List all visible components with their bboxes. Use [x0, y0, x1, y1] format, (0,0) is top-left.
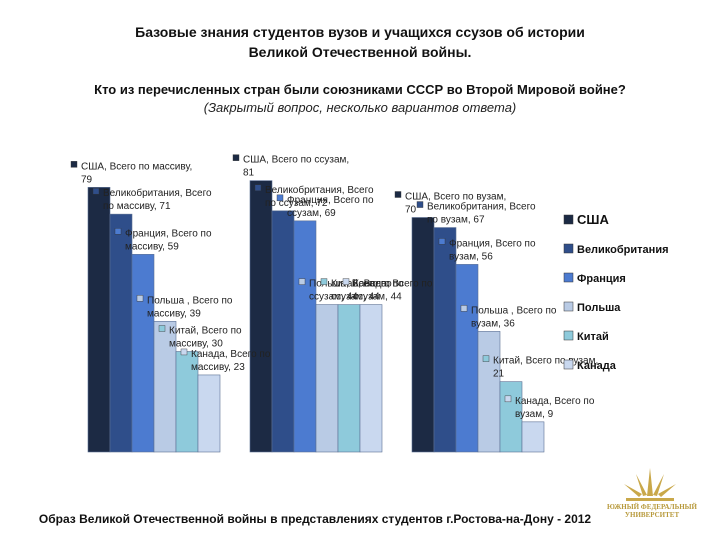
- data-label-marker-2-2: [254, 184, 262, 192]
- data-label-1-2: США, Всего по ссузам, 81: [243, 155, 349, 179]
- data-label-marker-1-3: [394, 191, 402, 198]
- legend-swatch-3: [563, 272, 574, 283]
- data-label-6-2: Канада, Всего по ссузам, 44: [353, 279, 433, 303]
- data-label-2-3: Великобритания, Всего по вузам, 67: [427, 201, 536, 226]
- bar-1-2: [249, 180, 273, 453]
- data-label-marker-5-2: [320, 278, 328, 285]
- data-label-3-2: Франция, Всего по ссузам, 69: [287, 195, 374, 219]
- legend-label-2: Великобритания: [577, 244, 669, 256]
- legend-swatch-1: [563, 214, 574, 225]
- data-label-marker-6-1: [180, 348, 188, 356]
- data-label-1-1: США, Всего по массиву, 79: [81, 161, 192, 185]
- legend-swatch-6: [563, 359, 574, 370]
- data-label-marker-4-1: [136, 295, 144, 302]
- bar-3-3: [455, 264, 479, 453]
- data-label-marker-1-1: [70, 161, 78, 168]
- data-label-marker-3-1: [114, 228, 122, 235]
- bar-1-1: [87, 187, 111, 453]
- legend-label-4: Польша: [577, 302, 621, 314]
- legend-swatch-4: [563, 301, 574, 312]
- bar-2-2: [271, 210, 295, 453]
- data-label-2-1: Великобритания, Всего по массиву, 71: [103, 187, 212, 212]
- data-label-marker-3-3: [438, 238, 446, 245]
- data-label-5-1: Китай, Всего по массиву, 30: [169, 326, 242, 350]
- legend-label-6: Канада: [577, 360, 617, 372]
- data-label-1-3: США, Всего по вузам, 70: [405, 192, 506, 216]
- data-label-marker-5-1: [158, 325, 166, 332]
- data-label-marker-1-2: [232, 154, 240, 161]
- bar-6-3: [521, 421, 545, 453]
- legend-swatch-2: [563, 243, 574, 254]
- bar-3-2: [293, 220, 317, 453]
- data-label-4-1: Польша , Всего по массиву, 39: [147, 295, 233, 319]
- bar-6-1: [197, 374, 221, 453]
- title-line-2: Великой Отечественной войны.: [248, 44, 472, 60]
- university-logo-text: ЮЖНЫЙ ФЕДЕРАЛЬНЫЙ УНИВЕРСИТЕТ: [606, 503, 698, 519]
- data-label-2-2: Великобритания, Всего по ссузам, 72: [265, 184, 374, 209]
- bar-5-2: [337, 304, 361, 453]
- data-label-marker-3-2: [276, 194, 284, 202]
- university-logo-icon: [624, 468, 676, 501]
- data-label-6-3: Канада, Всего по вузам, 9: [515, 396, 595, 420]
- legend-swatch-5: [563, 330, 574, 341]
- data-label-4-3: Польша , Всего по вузам, 36: [471, 305, 557, 329]
- chart-title: Базовые знания студентов вузов и учащихс…: [0, 22, 720, 62]
- data-label-3-1: Франция, Всего по массиву, 59: [125, 228, 212, 252]
- data-label-marker-6-2: [342, 278, 350, 285]
- data-label-marker-2-1: [92, 187, 100, 195]
- bar-4-2: [315, 304, 339, 453]
- bar-4-3: [477, 331, 501, 453]
- data-label-5-2: Китай, Всего по ссузам, 44: [331, 279, 404, 303]
- footer-caption: Образ Великой Отечественной войны в пред…: [38, 512, 592, 526]
- data-label-marker-6-3: [504, 395, 512, 403]
- question-text: Кто из перечисленных стран были союзника…: [94, 82, 626, 97]
- title-line-1: Базовые знания студентов вузов и учащихс…: [135, 24, 585, 40]
- data-label-4-2: Польша, Всего по ссузам, 44: [309, 279, 392, 303]
- data-label-5-3: Китай, Всего по вузам, 21: [493, 356, 598, 380]
- legend-label-3: Франция: [577, 273, 626, 285]
- data-label-marker-4-3: [460, 305, 468, 312]
- data-label-marker-4-2: [298, 278, 306, 285]
- data-label-3-3: Франция, Всего по вузам, 56: [449, 238, 536, 262]
- legend-label-5: Китай: [577, 331, 609, 343]
- bar-3-1: [131, 254, 155, 453]
- bar-1-3: [411, 217, 435, 453]
- data-label-6-1: Канада, Всего по массиву, 23: [191, 349, 271, 373]
- data-label-marker-2-3: [416, 201, 424, 208]
- question-subtitle: (Закрытый вопрос, несколько вариантов от…: [203, 100, 517, 115]
- legend-label-1: США: [577, 212, 609, 227]
- data-label-marker-5-3: [482, 355, 490, 362]
- bar-6-2: [359, 304, 383, 453]
